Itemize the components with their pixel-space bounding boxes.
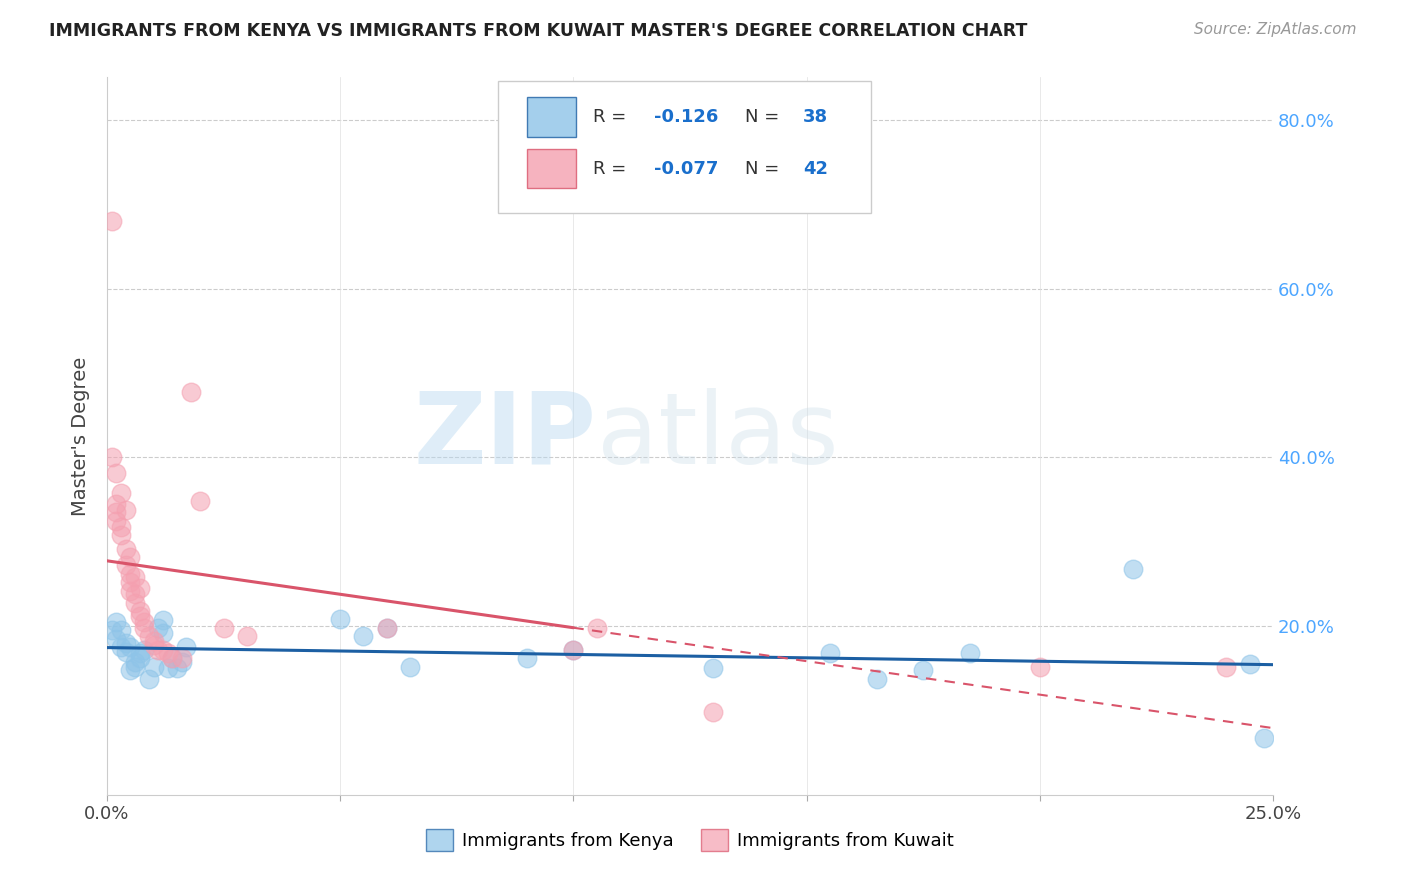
FancyBboxPatch shape bbox=[498, 81, 870, 213]
Point bbox=[134, 615, 156, 629]
Text: 38: 38 bbox=[803, 108, 828, 126]
Point bbox=[562, 643, 585, 657]
Point bbox=[110, 624, 132, 638]
Point bbox=[188, 494, 211, 508]
Point bbox=[110, 528, 132, 542]
Text: -0.077: -0.077 bbox=[654, 160, 718, 178]
Point bbox=[212, 621, 235, 635]
Point bbox=[134, 621, 156, 635]
Point bbox=[105, 466, 128, 480]
Point bbox=[128, 609, 150, 624]
Text: 42: 42 bbox=[803, 160, 828, 178]
Point bbox=[105, 514, 128, 528]
Point bbox=[399, 659, 422, 673]
Point bbox=[142, 634, 165, 648]
Point bbox=[142, 638, 165, 652]
Point bbox=[174, 640, 197, 655]
Point bbox=[156, 661, 179, 675]
Point bbox=[152, 613, 174, 627]
Point bbox=[120, 583, 142, 598]
Point bbox=[160, 651, 183, 665]
Point bbox=[375, 621, 398, 635]
Point bbox=[105, 505, 128, 519]
Text: N =: N = bbox=[745, 160, 785, 178]
Point bbox=[152, 643, 174, 657]
Point bbox=[148, 643, 170, 657]
Legend: Immigrants from Kenya, Immigrants from Kuwait: Immigrants from Kenya, Immigrants from K… bbox=[419, 822, 962, 858]
Point bbox=[120, 549, 142, 564]
Point bbox=[120, 640, 142, 655]
Point bbox=[236, 629, 259, 643]
Point bbox=[120, 663, 142, 677]
Point bbox=[170, 651, 193, 665]
Point bbox=[128, 604, 150, 618]
Point bbox=[114, 636, 136, 650]
Point bbox=[124, 587, 146, 601]
Point bbox=[865, 672, 887, 686]
Point bbox=[353, 629, 375, 643]
Point bbox=[124, 570, 146, 584]
FancyBboxPatch shape bbox=[527, 149, 575, 188]
Point bbox=[124, 659, 146, 673]
Point bbox=[702, 661, 724, 675]
Point bbox=[114, 541, 136, 556]
Point bbox=[156, 646, 179, 660]
Text: N =: N = bbox=[745, 108, 785, 126]
Text: R =: R = bbox=[593, 160, 633, 178]
Point bbox=[702, 706, 724, 720]
Point bbox=[105, 497, 128, 511]
Point bbox=[124, 596, 146, 610]
Point bbox=[1029, 659, 1052, 673]
Point bbox=[959, 646, 981, 660]
Point bbox=[128, 581, 150, 595]
Point bbox=[375, 621, 398, 635]
FancyBboxPatch shape bbox=[527, 97, 575, 136]
Point bbox=[818, 646, 841, 660]
Point bbox=[1215, 659, 1237, 673]
Point bbox=[105, 632, 128, 646]
Point bbox=[114, 644, 136, 658]
Point bbox=[138, 629, 160, 643]
Point bbox=[516, 651, 538, 665]
Point bbox=[128, 651, 150, 665]
Point bbox=[142, 659, 165, 673]
Point bbox=[1253, 731, 1275, 745]
Point bbox=[1122, 562, 1144, 576]
Point bbox=[912, 663, 935, 677]
Text: atlas: atlas bbox=[596, 388, 838, 484]
Point bbox=[128, 646, 150, 660]
Point bbox=[148, 621, 170, 635]
Point bbox=[110, 519, 132, 533]
Point bbox=[100, 450, 122, 465]
Point bbox=[124, 655, 146, 669]
Text: ZIP: ZIP bbox=[413, 388, 596, 484]
Point bbox=[138, 672, 160, 686]
Point bbox=[134, 643, 156, 657]
Point bbox=[170, 655, 193, 669]
Point bbox=[100, 624, 122, 638]
Point bbox=[114, 558, 136, 573]
Point bbox=[110, 485, 132, 500]
Point bbox=[562, 643, 585, 657]
Point bbox=[114, 502, 136, 516]
Point bbox=[180, 384, 202, 399]
Point bbox=[160, 651, 183, 665]
Text: -0.126: -0.126 bbox=[654, 108, 718, 126]
Point bbox=[120, 575, 142, 590]
Text: R =: R = bbox=[593, 108, 633, 126]
Point bbox=[585, 621, 607, 635]
Point bbox=[166, 661, 188, 675]
Text: IMMIGRANTS FROM KENYA VS IMMIGRANTS FROM KUWAIT MASTER'S DEGREE CORRELATION CHAR: IMMIGRANTS FROM KENYA VS IMMIGRANTS FROM… bbox=[49, 22, 1028, 40]
Text: Source: ZipAtlas.com: Source: ZipAtlas.com bbox=[1194, 22, 1357, 37]
Y-axis label: Master's Degree: Master's Degree bbox=[72, 357, 90, 516]
Point bbox=[152, 626, 174, 640]
Point bbox=[110, 640, 132, 655]
Point bbox=[100, 214, 122, 228]
Point bbox=[105, 615, 128, 629]
Point bbox=[329, 612, 352, 626]
Point bbox=[120, 566, 142, 581]
Point bbox=[1239, 657, 1261, 672]
